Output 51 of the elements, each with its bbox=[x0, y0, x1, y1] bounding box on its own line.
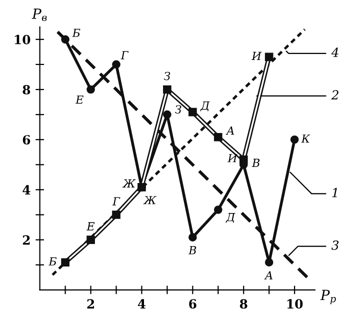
point bbox=[86, 236, 95, 244]
annotation: А bbox=[264, 271, 273, 280]
text: 1 bbox=[332, 188, 337, 198]
annotation: В bbox=[252, 158, 260, 167]
point bbox=[86, 85, 95, 94]
x-tick-label: 10 bbox=[287, 299, 303, 309]
x-tick-label: 8 bbox=[240, 299, 248, 309]
annotation: Ж bbox=[122, 179, 136, 188]
y-tick-label: 4 bbox=[22, 185, 30, 194]
annotation: И bbox=[227, 154, 238, 162]
annotation: К bbox=[301, 134, 310, 143]
annotation: Г bbox=[120, 51, 129, 60]
annotation: Ж bbox=[143, 196, 157, 204]
annotation: З bbox=[164, 72, 170, 80]
text: 4 bbox=[331, 48, 338, 57]
point bbox=[163, 85, 172, 94]
annotation: Б bbox=[72, 28, 80, 37]
annotation: А bbox=[226, 126, 234, 135]
point bbox=[264, 52, 274, 62]
x-axis-title: P$_{р}$ bbox=[320, 290, 336, 304]
y-tick-label: 2 bbox=[22, 235, 30, 245]
annotation: Г bbox=[112, 197, 120, 206]
point bbox=[112, 60, 120, 69]
point bbox=[214, 132, 222, 142]
point bbox=[264, 258, 274, 267]
y-tick-label: 8 bbox=[22, 84, 30, 94]
point bbox=[188, 233, 197, 242]
point bbox=[290, 135, 299, 144]
annotation: Б bbox=[48, 257, 57, 266]
annotation: Д bbox=[200, 101, 210, 112]
x-tick-label: 4 bbox=[138, 299, 146, 308]
annotation: И bbox=[252, 52, 262, 60]
annotation: В bbox=[188, 246, 196, 254]
point bbox=[239, 155, 248, 164]
point bbox=[138, 183, 146, 192]
text: 2 bbox=[331, 90, 338, 100]
y-tick-label: 10 bbox=[14, 34, 30, 44]
text: 3 bbox=[331, 240, 339, 250]
y-tick-label: 6 bbox=[22, 135, 30, 145]
point bbox=[188, 108, 197, 116]
x-tick-label: 6 bbox=[189, 299, 196, 309]
annotation: Д bbox=[226, 213, 236, 223]
annotation: Е bbox=[86, 222, 95, 230]
point bbox=[61, 258, 70, 267]
x-tick-label: 2 bbox=[87, 299, 94, 308]
annotation: З bbox=[174, 105, 182, 114]
point bbox=[112, 210, 120, 219]
point bbox=[214, 206, 222, 214]
y-axis-title: P$_{в}$ bbox=[32, 8, 47, 22]
point bbox=[163, 110, 172, 119]
annotation: Е bbox=[75, 96, 84, 104]
